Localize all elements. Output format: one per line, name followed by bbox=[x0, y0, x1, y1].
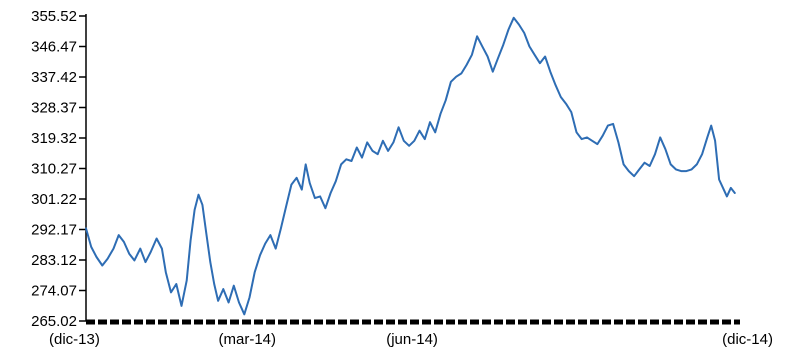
y-axis: 355.52 346.47 337.42 328.37 319.32 310.27 301.… bbox=[31, 8, 87, 330]
y-tick-label: 346.47 bbox=[31, 39, 77, 56]
series-layer bbox=[85, 16, 736, 316]
y-tick-label: 337.42 bbox=[31, 69, 77, 86]
y-tick-label: 265.02 bbox=[31, 313, 77, 330]
y-tick-label: 283.12 bbox=[31, 252, 77, 269]
y-tick-label: 301.22 bbox=[31, 191, 77, 208]
x-tick-label: (dic-13) bbox=[49, 331, 100, 348]
y-tick-label: 328.37 bbox=[31, 100, 77, 117]
series-line bbox=[85, 16, 736, 316]
x-tick-label: (mar-14) bbox=[219, 331, 277, 348]
x-tick-label: (dic-14) bbox=[722, 331, 773, 348]
y-tick-label: 274.07 bbox=[31, 283, 77, 300]
y-tick-label: 292.17 bbox=[31, 222, 77, 239]
y-tick-label: 310.27 bbox=[31, 161, 77, 178]
y-tick-label: 319.32 bbox=[31, 130, 77, 147]
y-tick-label: 355.52 bbox=[31, 8, 77, 25]
x-axis: (dic-13) (mar-14) (jun-14) (dic-14) bbox=[49, 319, 773, 348]
x-tick-label: (jun-14) bbox=[386, 331, 438, 348]
